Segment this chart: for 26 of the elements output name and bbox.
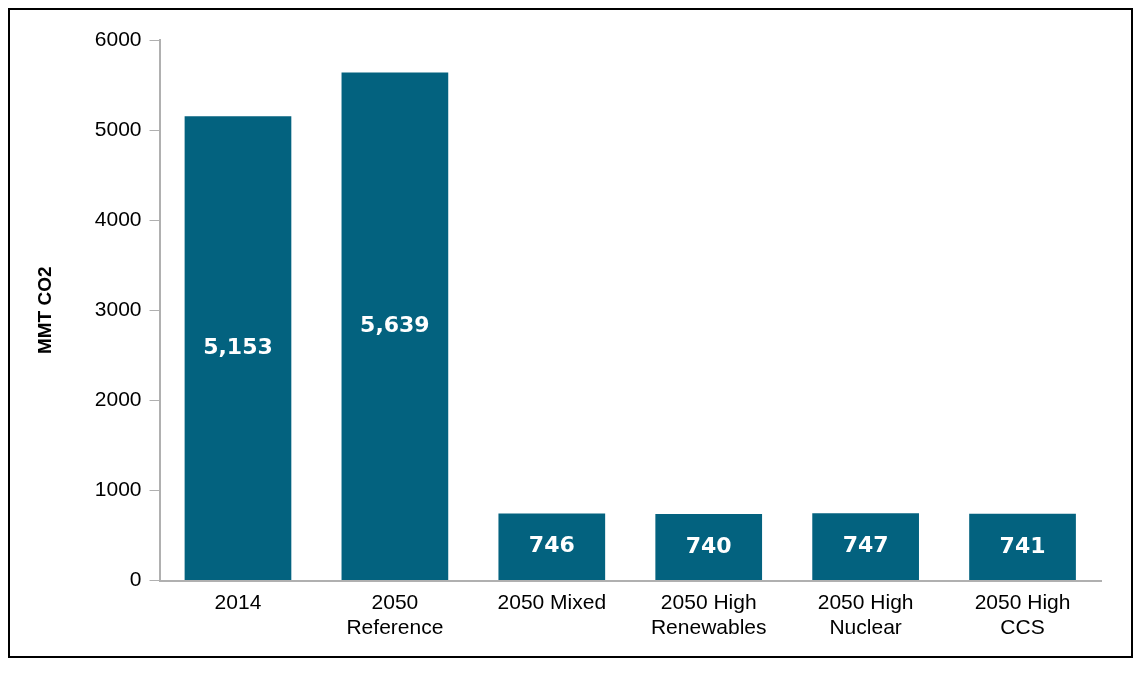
y-axis-title: MMT CO2: [33, 266, 55, 355]
bar: [812, 513, 919, 581]
bar: [655, 513, 763, 581]
x-tick-label: 2050 High Renewables: [650, 590, 767, 639]
bar: [969, 513, 1076, 581]
y-tick-label: 5000: [94, 116, 142, 140]
x-tick-label: 2050 High Nuclear: [817, 590, 914, 639]
y-tick-label: 1000: [94, 477, 142, 501]
bar: [341, 72, 449, 581]
data-label: 747: [842, 532, 889, 558]
y-tick-label: 4000: [94, 207, 142, 230]
x-tick-label: 2050 Mixed: [497, 590, 607, 613]
y-tick-label: 6000: [94, 26, 142, 50]
x-tick-label: 2050 High CCS: [974, 590, 1071, 639]
y-tick-label: 2000: [94, 387, 142, 411]
data-label: 746: [528, 532, 575, 558]
bar: [184, 116, 292, 581]
data-label: 5,153: [203, 333, 273, 359]
data-label: 740: [685, 532, 732, 558]
x-tick-label: 2014: [214, 590, 262, 613]
data-label: 5,639: [360, 312, 430, 338]
bar: [498, 513, 606, 581]
data-label: 741: [999, 532, 1046, 558]
y-tick-label: 0: [129, 567, 142, 591]
y-tick-label: 3000: [94, 297, 142, 321]
x-tick-label: 2050 Reference: [346, 590, 444, 639]
